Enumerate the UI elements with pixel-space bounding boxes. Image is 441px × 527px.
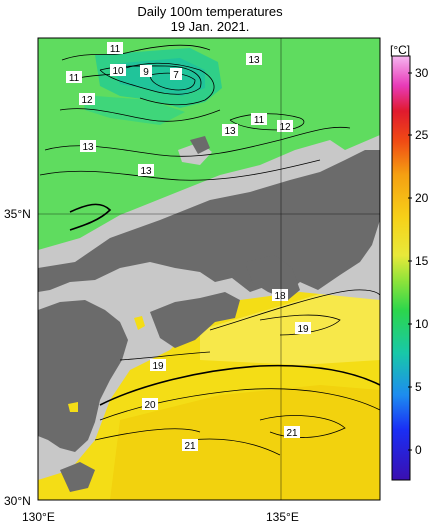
contour-label: 13: [224, 126, 236, 137]
colorbar-label: 5: [415, 380, 422, 394]
colorbar-label: 25: [415, 128, 429, 142]
x-tick-135e: 135°E: [266, 510, 299, 524]
contour-label: 10: [112, 66, 124, 77]
land-kyushu: [38, 300, 128, 452]
contour-label: 21: [286, 428, 298, 439]
colorbar-label: 0: [415, 443, 422, 457]
contour-label: 19: [152, 361, 164, 372]
contour-label: 13: [82, 142, 94, 153]
map-date: 19 Jan. 2021.: [170, 19, 250, 34]
colorbar-label: 10: [415, 317, 429, 331]
colorbar: [391, 55, 411, 481]
colorbar-label: 15: [415, 254, 429, 268]
contour-label: 20: [144, 400, 156, 411]
y-tick-35n: 35°N: [4, 207, 31, 221]
contour-label: 12: [81, 95, 93, 106]
contour-label: 13: [140, 166, 152, 177]
contour-label: 7: [173, 70, 179, 81]
colorbar-label: 20: [415, 191, 429, 205]
colorbar-unit: [°C]: [390, 43, 411, 57]
y-tick-30n: 30°N: [4, 494, 31, 508]
contour-label: 11: [254, 115, 265, 126]
land-kii: [245, 255, 300, 300]
contour-label: 21: [184, 441, 196, 452]
map-frame: [37, 37, 381, 501]
contour-label: 9: [143, 67, 149, 78]
colorbar-label: 30: [415, 66, 429, 80]
contour-label: 13: [248, 55, 260, 66]
contour-label: 19: [297, 324, 309, 335]
land-honshu: [38, 150, 380, 295]
colorbar-ticks: [408, 72, 412, 451]
contour-label: 12: [279, 122, 291, 133]
map-title: Daily 100m temperatures: [137, 4, 283, 19]
contour-label: 18: [274, 291, 286, 302]
contour-label: 11: [69, 73, 80, 84]
contour-labels: 11 10 9 7 13 11 12 13 11 12 13 13 18 19 …: [66, 42, 311, 452]
x-tick-130e: 130°E: [22, 510, 55, 524]
contour-label: 11: [110, 44, 121, 55]
land-shikoku: [150, 292, 240, 348]
